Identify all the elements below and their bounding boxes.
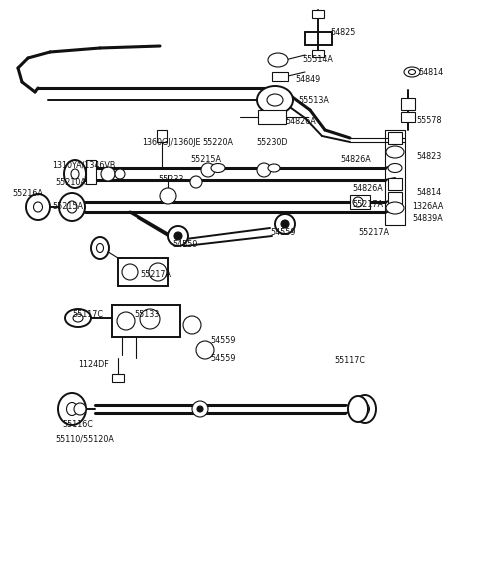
Circle shape — [74, 403, 86, 415]
Text: 55230D: 55230D — [256, 138, 288, 147]
Ellipse shape — [268, 53, 288, 67]
Text: 55217A: 55217A — [140, 270, 171, 279]
Text: 54839A: 54839A — [412, 214, 443, 223]
Text: 55514A: 55514A — [302, 55, 333, 64]
Ellipse shape — [96, 243, 104, 253]
Circle shape — [183, 316, 201, 334]
Text: 55217A: 55217A — [358, 228, 389, 237]
Bar — [112, 305, 180, 337]
Ellipse shape — [58, 393, 86, 425]
Text: 54826A: 54826A — [285, 117, 316, 126]
Bar — [258, 110, 286, 124]
Text: 55578: 55578 — [416, 116, 442, 125]
Circle shape — [201, 163, 215, 177]
Ellipse shape — [388, 164, 402, 173]
Circle shape — [149, 263, 167, 281]
Text: 55133: 55133 — [134, 310, 159, 319]
Text: 54823: 54823 — [416, 152, 441, 161]
Text: 1360GJ/1360JE: 1360GJ/1360JE — [142, 138, 201, 147]
Text: 55217A: 55217A — [352, 200, 383, 209]
Ellipse shape — [64, 160, 86, 188]
Text: 54559: 54559 — [210, 336, 236, 345]
Text: 1326AA: 1326AA — [412, 202, 444, 211]
Bar — [401, 112, 415, 122]
Circle shape — [115, 169, 125, 179]
Text: 55117C: 55117C — [72, 310, 103, 319]
Text: 54814: 54814 — [418, 68, 443, 77]
Bar — [312, 10, 324, 18]
Text: 54814: 54814 — [416, 188, 441, 197]
Circle shape — [101, 167, 115, 181]
Circle shape — [117, 312, 135, 330]
Text: 55110/55120A: 55110/55120A — [55, 435, 114, 444]
Text: 54826A: 54826A — [352, 184, 383, 193]
Bar — [388, 178, 402, 190]
Bar — [272, 72, 288, 81]
Ellipse shape — [67, 402, 77, 416]
Text: 55513A: 55513A — [298, 96, 329, 105]
Circle shape — [197, 406, 203, 412]
Bar — [388, 192, 402, 204]
Circle shape — [190, 176, 202, 188]
Ellipse shape — [71, 169, 79, 179]
Ellipse shape — [386, 202, 404, 214]
Ellipse shape — [73, 314, 83, 322]
Ellipse shape — [404, 67, 420, 77]
Circle shape — [275, 214, 295, 234]
Text: 55220A: 55220A — [202, 138, 233, 147]
Ellipse shape — [34, 202, 43, 212]
Bar — [312, 50, 324, 57]
Circle shape — [196, 341, 214, 359]
Text: 54825: 54825 — [330, 28, 355, 37]
Ellipse shape — [65, 309, 91, 327]
Text: 55233: 55233 — [158, 175, 183, 184]
Text: 1310YA/1346VB: 1310YA/1346VB — [52, 160, 115, 169]
Ellipse shape — [408, 70, 416, 75]
Circle shape — [122, 264, 138, 280]
Bar — [118, 258, 168, 286]
Circle shape — [281, 220, 289, 228]
Ellipse shape — [267, 94, 283, 106]
Text: 55215A: 55215A — [190, 155, 221, 164]
Ellipse shape — [386, 146, 404, 158]
Ellipse shape — [91, 237, 109, 259]
Bar — [388, 132, 402, 144]
Circle shape — [168, 226, 188, 246]
Ellipse shape — [257, 86, 293, 114]
Text: 55215A: 55215A — [52, 202, 83, 211]
Text: 55117C: 55117C — [334, 356, 365, 365]
Ellipse shape — [59, 193, 85, 221]
Circle shape — [353, 197, 363, 207]
Text: 54849: 54849 — [295, 75, 320, 84]
Ellipse shape — [268, 164, 280, 172]
Circle shape — [192, 401, 208, 417]
Bar — [112, 374, 124, 382]
Ellipse shape — [360, 404, 370, 414]
Circle shape — [257, 163, 271, 177]
Text: 54559: 54559 — [210, 354, 236, 363]
Bar — [350, 195, 370, 209]
Bar — [401, 98, 415, 110]
Text: 55216A: 55216A — [12, 189, 43, 198]
Ellipse shape — [26, 194, 50, 220]
Ellipse shape — [67, 201, 77, 213]
Ellipse shape — [211, 164, 225, 173]
Ellipse shape — [354, 395, 376, 423]
Circle shape — [174, 232, 182, 240]
Circle shape — [160, 188, 176, 204]
Bar — [86, 160, 96, 184]
Circle shape — [140, 309, 160, 329]
Text: 1124DF: 1124DF — [78, 360, 109, 369]
Text: 54559: 54559 — [172, 240, 197, 249]
Ellipse shape — [348, 396, 368, 422]
Bar — [157, 130, 167, 142]
Text: 54826A: 54826A — [340, 155, 371, 164]
Text: 55116C: 55116C — [62, 420, 93, 429]
Text: 54559: 54559 — [270, 228, 296, 237]
Text: 55210A: 55210A — [55, 178, 86, 187]
